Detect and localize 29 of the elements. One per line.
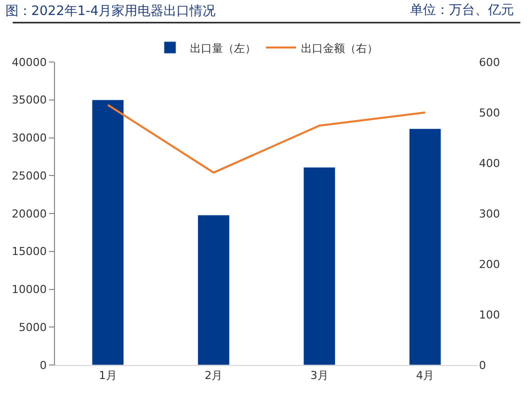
legend-label: 出口金额（右） (301, 42, 378, 55)
x-tick-label: 4月 (416, 369, 434, 382)
y2-tick-label: 500 (479, 106, 500, 120)
x-tick-label: 3月 (310, 369, 328, 382)
y-tick-label: 35000 (12, 94, 47, 107)
y2-tick-label: 300 (479, 207, 500, 220)
legend-label: 出口量（左） (190, 42, 256, 55)
y-tick-label: 30000 (12, 132, 47, 145)
text: 单位：万台、亿元 (410, 3, 514, 18)
line-series (106, 104, 426, 174)
y2-tick-label: 200 (479, 258, 500, 271)
bar (198, 214, 230, 365)
x-tick-label: 1月 (98, 369, 117, 382)
y-tick-label: 20000 (12, 207, 47, 220)
y-tick-label: 15000 (12, 245, 47, 258)
y2-tick-label: 400 (479, 156, 500, 170)
chart-title: 图：2022年1-4月家用电器出口情况 (5, 3, 216, 20)
y2-tick-label: 0 (479, 358, 486, 372)
y-tick-label: 10000 (12, 283, 47, 296)
bar (409, 128, 442, 365)
y-tick-label: 40000 (12, 56, 47, 69)
bar (92, 100, 124, 365)
y2-tick-label: 100 (479, 308, 500, 322)
y-tick-label: 25000 (12, 169, 47, 182)
y-tick-label: 5000 (18, 320, 47, 334)
y-tick-label: 0 (40, 358, 47, 372)
bar (303, 167, 336, 365)
y2-tick-label: 600 (479, 56, 500, 69)
x-tick-label: 2月 (204, 369, 223, 382)
